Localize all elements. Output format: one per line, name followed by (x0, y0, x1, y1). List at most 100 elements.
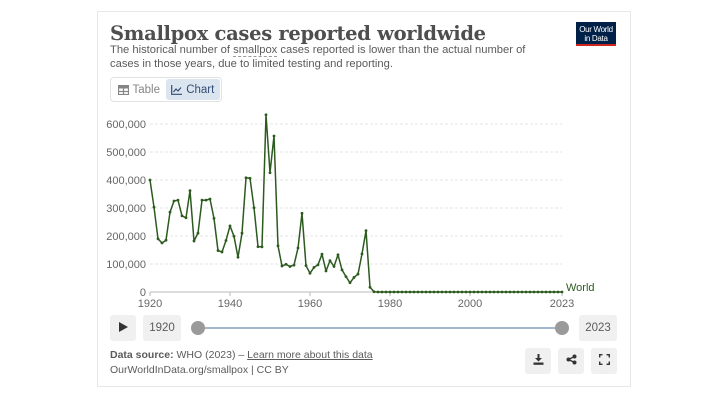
data-point[interactable] (452, 290, 456, 294)
data-point[interactable] (516, 290, 520, 294)
data-point[interactable] (380, 290, 384, 294)
data-point[interactable] (424, 290, 428, 294)
data-point[interactable] (260, 245, 264, 249)
data-point[interactable] (300, 211, 304, 215)
data-point[interactable] (148, 178, 152, 182)
data-point[interactable] (284, 262, 288, 266)
data-point[interactable] (508, 290, 512, 294)
data-point[interactable] (236, 255, 240, 259)
data-point[interactable] (168, 210, 172, 214)
share-button[interactable] (558, 348, 584, 374)
data-point[interactable] (324, 269, 328, 273)
data-point[interactable] (296, 246, 300, 250)
data-point[interactable] (340, 268, 344, 272)
data-point[interactable] (332, 265, 336, 268)
data-point[interactable] (252, 206, 256, 210)
data-point[interactable] (392, 290, 396, 294)
data-point[interactable] (412, 290, 416, 294)
data-point[interactable] (480, 290, 484, 294)
data-point[interactable] (204, 198, 208, 202)
data-point[interactable] (504, 290, 508, 294)
data-point[interactable] (232, 234, 236, 238)
data-point[interactable] (348, 281, 352, 285)
tab-table[interactable]: Table (112, 79, 166, 100)
definition-link-smallpox[interactable]: smallpox (233, 44, 278, 57)
data-point[interactable] (212, 216, 216, 220)
data-point[interactable] (536, 290, 540, 294)
tab-chart[interactable]: Chart (165, 79, 220, 100)
data-point[interactable] (224, 239, 228, 242)
data-point[interactable] (268, 171, 272, 175)
data-point[interactable] (484, 290, 488, 294)
timeline-slider-track[interactable] (198, 327, 562, 329)
data-point[interactable] (288, 265, 292, 268)
data-point[interactable] (272, 134, 276, 138)
data-point[interactable] (556, 290, 560, 294)
data-point[interactable] (316, 263, 320, 267)
data-point[interactable] (372, 290, 376, 294)
data-point[interactable] (488, 290, 492, 294)
data-point[interactable] (364, 229, 368, 233)
data-point[interactable] (180, 214, 184, 218)
data-point[interactable] (196, 231, 200, 235)
series-line-world[interactable] (149, 114, 562, 293)
data-point[interactable] (184, 216, 188, 220)
data-point[interactable] (464, 290, 468, 294)
data-point[interactable] (472, 290, 476, 294)
fullscreen-button[interactable] (591, 348, 617, 374)
data-point[interactable] (320, 252, 324, 256)
data-point[interactable] (524, 290, 528, 294)
play-button[interactable] (110, 315, 136, 341)
data-point[interactable] (292, 263, 296, 267)
data-point[interactable] (312, 265, 316, 269)
data-point[interactable] (328, 259, 332, 263)
data-point[interactable] (160, 241, 164, 245)
owid-logo[interactable]: Our World in Data (576, 22, 616, 46)
data-point[interactable] (560, 290, 564, 294)
data-point[interactable] (444, 290, 448, 294)
data-point[interactable] (352, 276, 356, 279)
learn-more-link[interactable]: Learn more about this data (247, 349, 373, 361)
data-point[interactable] (172, 199, 176, 203)
data-point[interactable] (164, 238, 168, 242)
data-point[interactable] (276, 244, 280, 248)
data-point[interactable] (476, 290, 480, 294)
data-point[interactable] (500, 290, 504, 294)
data-point[interactable] (532, 290, 536, 294)
data-point[interactable] (244, 176, 248, 180)
data-point[interactable] (192, 239, 196, 243)
data-point[interactable] (432, 290, 436, 294)
data-point[interactable] (360, 252, 364, 256)
data-point[interactable] (336, 253, 340, 257)
data-point[interactable] (416, 290, 420, 294)
data-point[interactable] (308, 271, 312, 275)
data-point[interactable] (408, 290, 412, 294)
data-point[interactable] (188, 189, 192, 193)
data-point[interactable] (344, 275, 348, 278)
data-point[interactable] (304, 264, 308, 268)
data-point[interactable] (176, 198, 180, 202)
data-point[interactable] (492, 290, 496, 294)
data-point[interactable] (400, 290, 404, 294)
data-point[interactable] (368, 285, 372, 289)
data-point[interactable] (248, 176, 252, 180)
data-point[interactable] (460, 290, 464, 294)
data-point[interactable] (468, 290, 472, 294)
data-point[interactable] (436, 290, 440, 294)
data-point[interactable] (528, 290, 532, 294)
data-point[interactable] (156, 237, 160, 241)
data-point[interactable] (496, 290, 500, 294)
data-point[interactable] (240, 231, 244, 235)
data-point[interactable] (388, 290, 392, 294)
data-point[interactable] (208, 197, 212, 201)
data-point[interactable] (520, 290, 524, 294)
data-point[interactable] (220, 250, 224, 254)
data-point[interactable] (420, 290, 424, 294)
data-point[interactable] (396, 290, 400, 294)
data-point[interactable] (552, 290, 556, 294)
data-point[interactable] (540, 290, 544, 294)
data-point[interactable] (356, 272, 360, 276)
timeline-start-handle[interactable] (191, 321, 205, 335)
download-button[interactable] (525, 348, 551, 374)
data-point[interactable] (280, 264, 284, 268)
